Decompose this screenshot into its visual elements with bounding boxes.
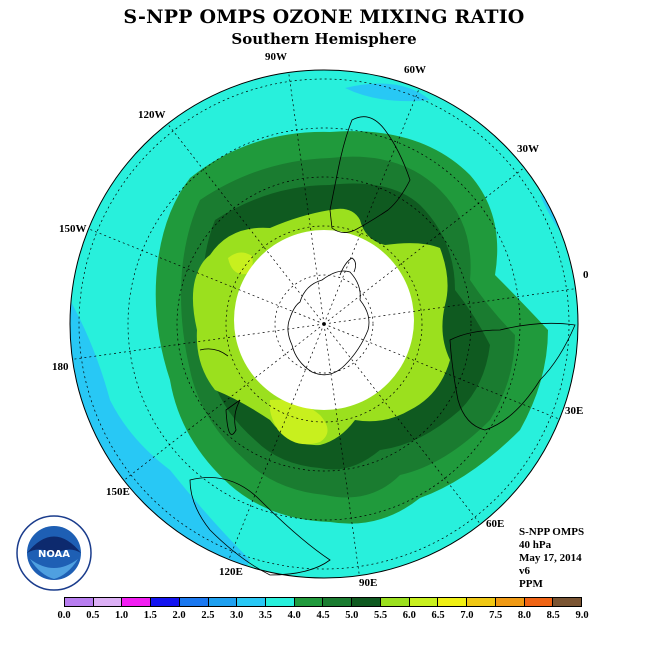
colorbar-tick-label: 2.5 bbox=[201, 610, 215, 621]
colorbar-cell bbox=[467, 598, 496, 606]
info-level: 40 hPa bbox=[519, 539, 552, 551]
antarctic-peninsula bbox=[339, 257, 356, 276]
colorbar-tick-label: 6.5 bbox=[431, 610, 445, 621]
info-date: May 17, 2014 bbox=[519, 552, 582, 564]
colorbar-cell bbox=[208, 598, 238, 606]
colorbar-tick-label: 7.5 bbox=[489, 610, 503, 621]
colorbar-cell bbox=[553, 598, 581, 606]
colorbar-tick-label: 8.5 bbox=[546, 610, 560, 621]
figure-subtitle: Southern Hemisphere bbox=[231, 30, 417, 48]
colorbar-cell bbox=[179, 598, 209, 606]
colorbar-tick-label: 5.0 bbox=[345, 610, 359, 621]
colorbar-tick-label: 0.0 bbox=[57, 610, 71, 621]
figure-title: S-NPP OMPS OZONE MIXING RATIO bbox=[123, 6, 525, 28]
meridian-0 bbox=[323, 288, 576, 325]
meridian-180 bbox=[72, 323, 325, 360]
info-unit: PPM bbox=[519, 578, 543, 590]
longitude-label-60e: 60E bbox=[486, 518, 505, 530]
meridian-60w bbox=[323, 88, 420, 325]
colorbar-cell bbox=[93, 598, 123, 606]
meridian-30e bbox=[323, 323, 560, 420]
graticule bbox=[72, 72, 576, 576]
meridian-90e bbox=[323, 323, 360, 576]
colorbar-cell bbox=[323, 598, 353, 606]
colorbar-cell bbox=[266, 598, 295, 606]
meridian-90w bbox=[288, 72, 325, 325]
colorbar-tick-label: 1.5 bbox=[143, 610, 157, 621]
antarctica-coast bbox=[287, 270, 370, 376]
ozone-band-6.0-6.5-a bbox=[228, 252, 253, 275]
longitude-label-0: 0 bbox=[583, 269, 589, 281]
meridian-30w bbox=[323, 167, 525, 325]
ross-island-coast bbox=[199, 348, 229, 357]
meridian-lines bbox=[72, 72, 576, 576]
colorbar-cell bbox=[237, 598, 267, 606]
longitude-label-90e: 90E bbox=[359, 577, 378, 589]
colorbar-cell bbox=[294, 598, 324, 606]
colorbar-cell bbox=[524, 598, 554, 606]
noaa-logo: NOAA bbox=[16, 515, 92, 591]
longitude-label-30e: 30E bbox=[565, 405, 584, 417]
map-border bbox=[69, 69, 579, 579]
colorbar-cell bbox=[65, 598, 94, 606]
colorbar-tick-label: 3.0 bbox=[230, 610, 244, 621]
colorbar-tick-label: 6.0 bbox=[402, 610, 416, 621]
colorbar-tick-label: 8.0 bbox=[517, 610, 531, 621]
colorbar-tick-label: 4.5 bbox=[316, 610, 330, 621]
meridian-120e bbox=[228, 323, 325, 560]
longitude-label-30w: 30W bbox=[517, 143, 539, 155]
colorbar-cell bbox=[151, 598, 180, 606]
colorbar bbox=[64, 597, 582, 607]
longitude-label-120w: 120W bbox=[138, 109, 166, 121]
latitude-circle-60S bbox=[176, 176, 472, 472]
noaa-logo-text: NOAA bbox=[38, 549, 70, 560]
latitude-circle-70S bbox=[225, 225, 423, 423]
colorbar-tick-label: 2.0 bbox=[172, 610, 186, 621]
australia-coast bbox=[189, 477, 331, 576]
coastlines bbox=[189, 116, 576, 576]
colorbar-cell bbox=[495, 598, 525, 606]
colorbar-tick-label: 3.5 bbox=[258, 610, 272, 621]
longitude-label-180: 180 bbox=[52, 361, 69, 373]
south-pole-marker bbox=[322, 322, 326, 326]
longitude-label-60w: 60W bbox=[404, 64, 426, 76]
colorbar-cell bbox=[352, 598, 381, 606]
colorbar-tick-label: 7.0 bbox=[460, 610, 474, 621]
colorbar-cell bbox=[409, 598, 439, 606]
colorbar-cell bbox=[438, 598, 468, 606]
colorbar-cell bbox=[122, 598, 152, 606]
colorbar-tick-label: 1.0 bbox=[114, 610, 129, 621]
info-instrument: S-NPP OMPS bbox=[519, 526, 585, 538]
info-version: v6 bbox=[519, 565, 530, 577]
colorbar-tick-label: 0.5 bbox=[86, 610, 100, 621]
ozone-band-6.0-6.5-b bbox=[269, 399, 328, 445]
new-zealand-coast bbox=[225, 399, 241, 435]
meridian-150e bbox=[123, 323, 325, 481]
meridian-120w bbox=[167, 123, 325, 325]
south-america-coast bbox=[329, 116, 411, 233]
meridian-60e bbox=[323, 323, 481, 525]
ozone-band-3.0-3.5-north bbox=[345, 83, 430, 102]
latitude-circle-50S bbox=[127, 127, 521, 521]
colorbar-tick-label: 9.0 bbox=[575, 610, 589, 621]
africa-coast bbox=[449, 322, 576, 431]
latitude-circle-80S bbox=[274, 274, 374, 374]
colorbar-tick-label: 5.5 bbox=[373, 610, 388, 621]
longitude-label-150w: 150W bbox=[59, 223, 87, 235]
longitude-label-150e: 150E bbox=[106, 486, 130, 498]
info-block: S-NPP OMPS 40 hPa May 17, 2014 v6 PPM bbox=[519, 526, 584, 591]
colorbar-tick-label: 4.0 bbox=[287, 610, 301, 621]
polar-night-no-data bbox=[234, 230, 414, 410]
meridian-150w bbox=[88, 228, 325, 325]
longitude-label-90w: 90W bbox=[265, 51, 287, 63]
longitude-label-120e: 120E bbox=[219, 566, 243, 578]
latitude-circle-40S bbox=[78, 78, 570, 570]
colorbar-cell bbox=[380, 598, 410, 606]
ozone-field bbox=[70, 70, 578, 578]
